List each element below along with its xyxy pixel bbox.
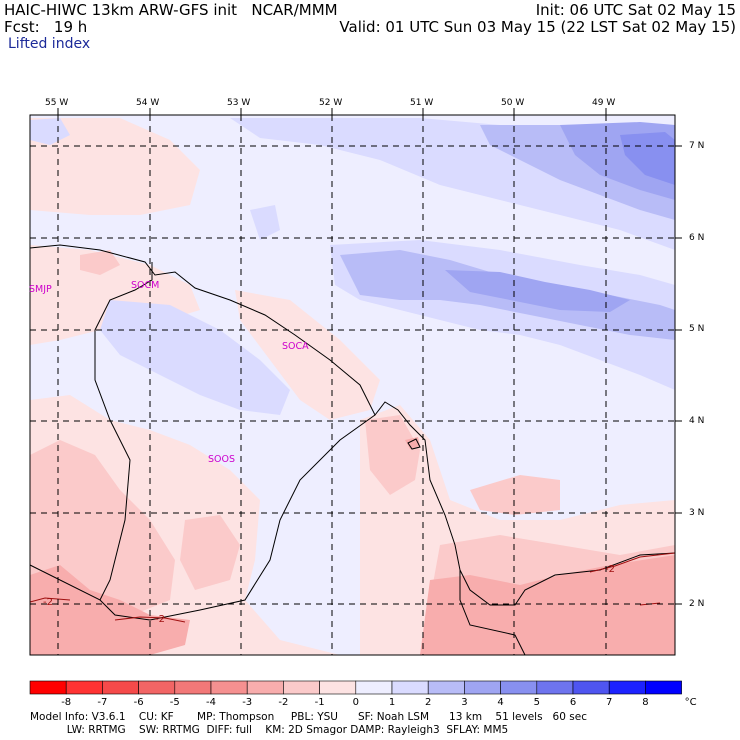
colorbar-swatch bbox=[283, 680, 320, 695]
colorbar-swatch bbox=[391, 680, 429, 695]
field-cool-region bbox=[30, 118, 70, 145]
footer-physics-info: LW: RRTMG SW: RRTMG DIFF: full KM: 2D Sm… bbox=[30, 724, 509, 736]
lat-label-3n: 3 N bbox=[689, 508, 705, 518]
colorbar-swatch bbox=[102, 680, 139, 695]
colorbar-swatch bbox=[464, 680, 501, 695]
contour-label: -2 bbox=[605, 564, 615, 575]
station-label: SMJP bbox=[29, 284, 52, 295]
colorbar-swatch bbox=[138, 680, 176, 695]
lon-label-54w: 54 W bbox=[136, 98, 160, 108]
field-warm-region bbox=[470, 475, 560, 515]
colorbar-tick-label: -5 bbox=[170, 697, 180, 708]
lat-label-7n: 7 N bbox=[689, 141, 705, 151]
header-model-title: HAIC-HIWC 13km ARW-GFS init NCAR/MMM bbox=[4, 1, 338, 19]
header-field-name: Lifted index bbox=[8, 36, 91, 52]
lon-label-50w: 50 W bbox=[501, 98, 525, 108]
colorbar-tick-label: 3 bbox=[461, 697, 467, 708]
field-warm-region bbox=[180, 515, 240, 590]
contour-label: -2 bbox=[43, 597, 53, 608]
colorbar-unit: °C bbox=[685, 697, 697, 708]
field-cool-region bbox=[445, 270, 630, 312]
lon-label-52w: 52 W bbox=[319, 98, 343, 108]
colorbar-swatch bbox=[319, 680, 357, 695]
colorbar-swatch bbox=[355, 680, 393, 695]
field-cool-region bbox=[250, 205, 280, 240]
latlon-grid bbox=[30, 115, 675, 655]
contour-lines bbox=[29, 552, 676, 623]
field-warm-region bbox=[30, 118, 200, 215]
colorbar-tick-label: 7 bbox=[606, 697, 612, 708]
colorbar-swatch bbox=[536, 680, 574, 695]
colorbar-swatch bbox=[608, 680, 646, 695]
field-warm-region bbox=[80, 250, 120, 275]
header-forecast-hour: Fcst: 19 h bbox=[4, 18, 88, 36]
colorbar-swatch bbox=[29, 680, 67, 695]
field-cool-region bbox=[100, 300, 290, 415]
colorbar-tick-label: -2 bbox=[278, 697, 288, 708]
colorbar-tick-label: 5 bbox=[534, 697, 540, 708]
lat-label-4n: 4 N bbox=[689, 416, 705, 426]
colorbar-tick-label: -6 bbox=[134, 697, 144, 708]
footer-model-info: Model Info: V3.6.1 CU: KF MP: Thompson P… bbox=[30, 711, 587, 723]
colorbar-swatch bbox=[427, 680, 465, 695]
field-cool-region bbox=[620, 132, 675, 185]
colorbar: -8 -7 -6 -5 -4 -3 -2 -1 0 1 2 3 4 5 6 7 8 °C bbox=[29, 680, 697, 708]
colorbar-tick-label: -8 bbox=[61, 697, 71, 708]
colorbar-tick-label: 8 bbox=[642, 697, 648, 708]
lon-label-51w: 51 W bbox=[410, 98, 434, 108]
colorbar-swatch bbox=[210, 680, 248, 695]
lat-label-2n: 2 N bbox=[689, 599, 705, 609]
lon-label-53w: 53 W bbox=[227, 98, 251, 108]
colorbar-tick-label: 4 bbox=[497, 697, 503, 708]
lat-label-5n: 5 N bbox=[689, 324, 705, 334]
header-valid-time: Valid: 01 UTC Sun 03 May 15 (22 LST Sat … bbox=[339, 18, 736, 36]
contour-label: -2 bbox=[155, 614, 165, 625]
colorbar-tick-label: -4 bbox=[206, 697, 216, 708]
colorbar-swatch bbox=[246, 680, 284, 695]
station-label: SOOS bbox=[208, 454, 235, 465]
map-frame bbox=[29, 114, 676, 656]
colorbar-swatch bbox=[645, 680, 682, 695]
colorbar-tick-label: -7 bbox=[97, 697, 107, 708]
field-warm-region bbox=[235, 290, 380, 420]
station-label: SOCA bbox=[282, 341, 309, 352]
colorbar-swatch bbox=[174, 680, 212, 695]
field-warm-region bbox=[365, 415, 420, 495]
field-warm-region bbox=[420, 555, 675, 655]
header-init-time: Init: 06 UTC Sat 02 May 15 bbox=[535, 1, 736, 19]
colorbar-tick-label: -3 bbox=[242, 697, 252, 708]
station-label: SOCM bbox=[131, 280, 159, 291]
colorbar-swatch bbox=[572, 680, 610, 695]
colorbar-tick-label: 0 bbox=[353, 697, 359, 708]
colorbar-swatch bbox=[500, 680, 538, 695]
colorbar-tick-label: 1 bbox=[389, 697, 395, 708]
colorbar-swatch bbox=[65, 680, 103, 695]
lat-label-6n: 6 N bbox=[689, 233, 705, 243]
lon-label-55w: 55 W bbox=[45, 98, 69, 108]
colorbar-tick-label: -1 bbox=[315, 697, 325, 708]
colorbar-tick-label: 6 bbox=[570, 697, 576, 708]
colorbar-tick-label: 2 bbox=[425, 697, 431, 708]
lon-label-49w: 49 W bbox=[592, 98, 616, 108]
map-ticks bbox=[57, 108, 682, 605]
